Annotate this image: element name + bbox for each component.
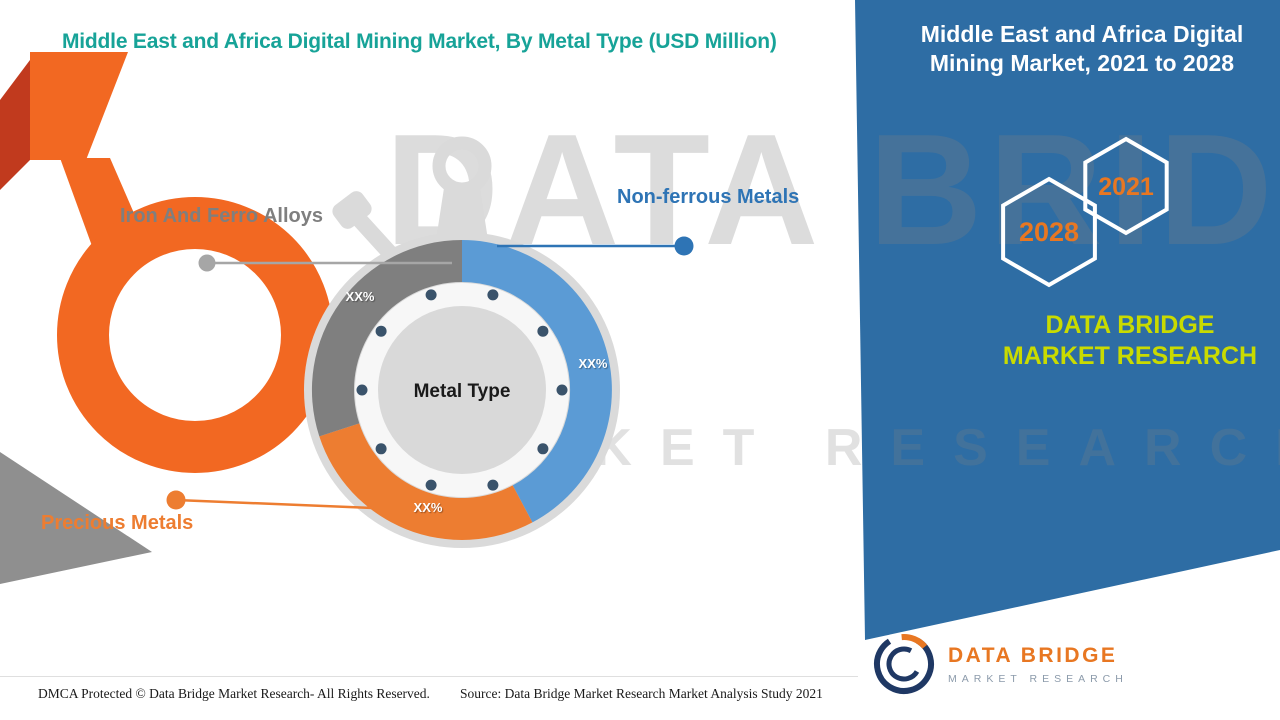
label-iron-and-ferro-alloys: Iron And Ferro Alloys (120, 205, 323, 227)
brand-wordmark: DATA BRIDGE MARKET RESEARCH (1002, 311, 1258, 370)
hexagon-years: 2028 2021 (1001, 136, 1169, 288)
watermark-market-research: MARKET RESEARCH (392, 419, 1280, 477)
page-title: Middle East and Africa Digital Mining Ma… (62, 30, 777, 53)
footer-dmca-text: DMCA Protected © Data Bridge Market Rese… (38, 686, 430, 701)
label-precious-metals: Precious Metals (41, 512, 194, 534)
right-panel-title: Middle East and Africa Digital Mining Ma… (920, 21, 1244, 76)
segment-value-iron: XX% (346, 289, 375, 304)
hexagon-2028-icon (1001, 176, 1097, 288)
hexagon-year-2028: 2028 (1019, 217, 1079, 247)
segment-value-precious: XX% (414, 500, 443, 515)
footer-source-text: Source: Data Bridge Market Research Mark… (460, 686, 823, 701)
hexagon-2021-icon (1083, 136, 1169, 236)
logo-red-wedge (0, 60, 30, 190)
dbmr-footer-logo: DATA BRIDGE MARKET RESEARCH (868, 628, 1128, 700)
logo-ring (57, 197, 333, 473)
segment-value-nonferrous: XX% (579, 356, 608, 371)
logo-flag-shape (30, 52, 128, 160)
segment-nonferrous-metals (462, 240, 612, 523)
hexagon-year-2021: 2021 (1098, 173, 1154, 201)
footer-divider (0, 676, 858, 677)
logo-subtitle-text: MARKET RESEARCH (948, 672, 1128, 685)
dbmr-logo-watermark-left (0, 52, 333, 584)
label-non-ferrous-metals: Non-ferrous Metals (617, 186, 800, 208)
logo-name-text: DATA BRIDGE (948, 643, 1118, 667)
donut-center-label: Metal Type (414, 381, 511, 402)
logo-gray-triangle (0, 452, 152, 584)
dbmr-swoosh-icon (874, 634, 934, 694)
